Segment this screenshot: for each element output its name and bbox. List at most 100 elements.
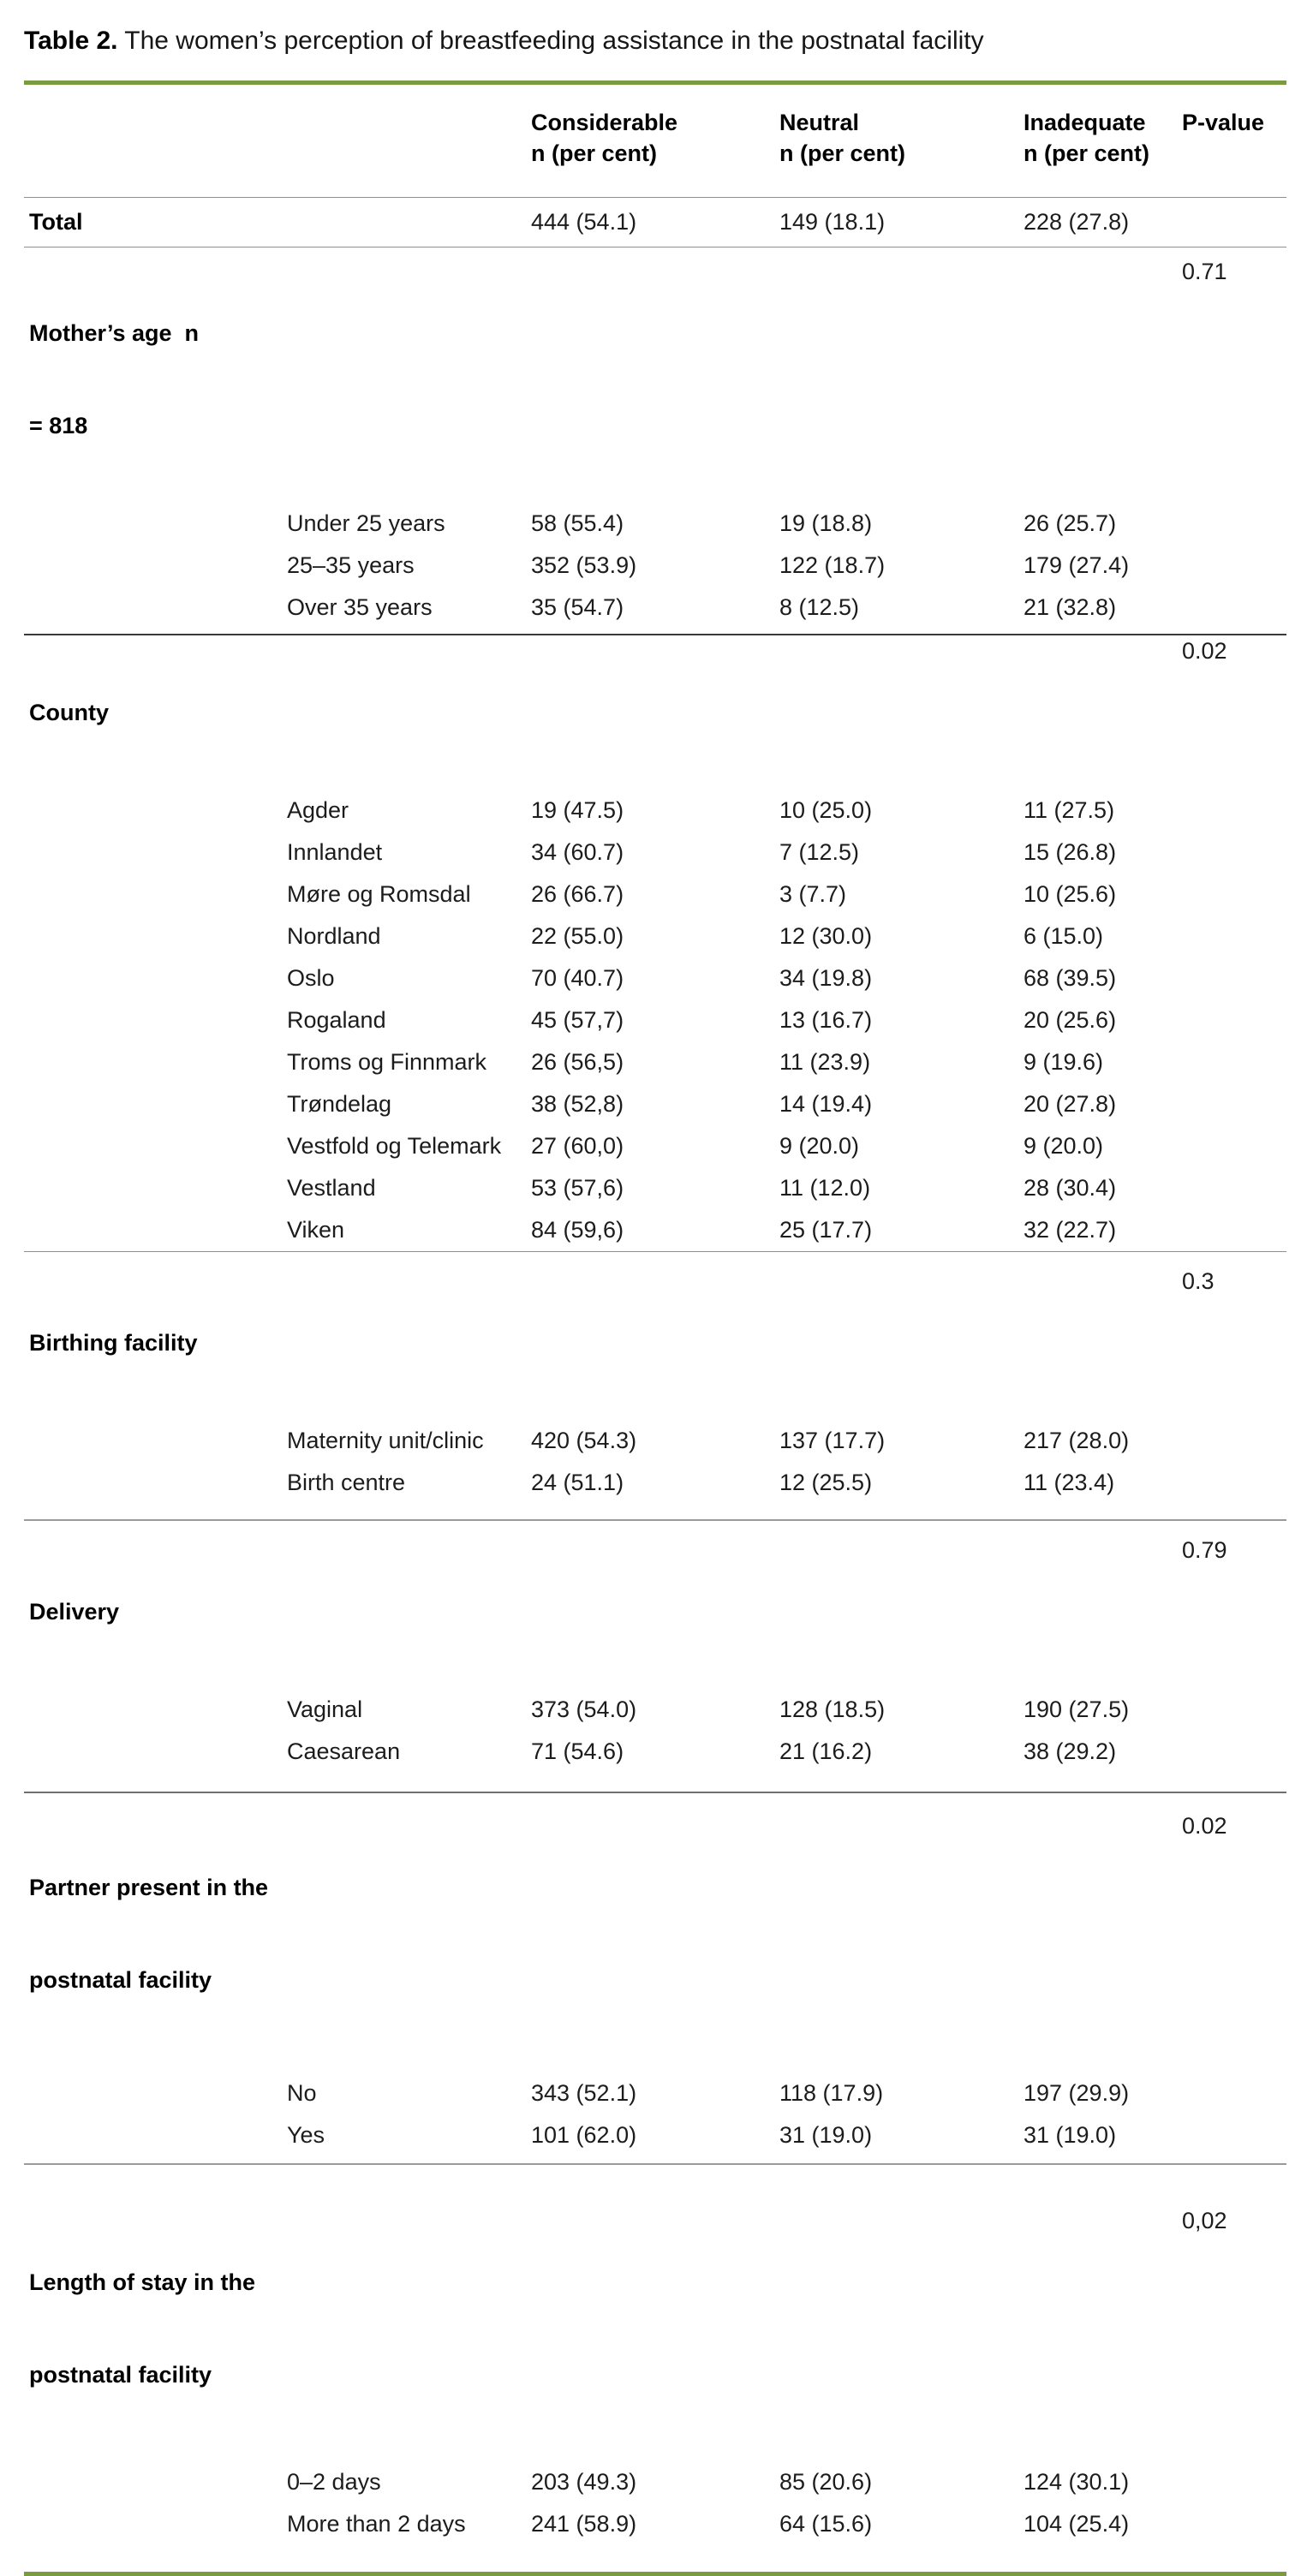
neutral-value: 8 (12.5) xyxy=(779,594,860,620)
row-label: Caesarean xyxy=(287,1738,401,1764)
table-row: Caesarean 71 (54.6) 21 (16.2) 38 (29.2) xyxy=(24,1731,1286,1773)
table-row: More than 2 days 241 (58.9) 64 (15.6) 10… xyxy=(24,2503,1286,2545)
p-value: 0,02 xyxy=(1182,2208,1227,2233)
neutral-value: 7 (12.5) xyxy=(779,839,860,865)
considerable-value: 58 (55.4) xyxy=(531,510,624,536)
row-label: More than 2 days xyxy=(287,2511,466,2537)
considerable-value: 241 (58.9) xyxy=(531,2511,637,2537)
p-value: 0.71 xyxy=(1182,259,1227,284)
considerable-value: 203 (49.3) xyxy=(531,2469,637,2495)
col-header-neutral: Neutral n (per cent) xyxy=(779,110,906,166)
row-label: Oslo xyxy=(287,965,335,991)
inadequate-value: 20 (27.8) xyxy=(1024,1091,1117,1117)
inadequate-value: 11 (23.4) xyxy=(1024,1470,1115,1495)
inadequate-value: 217 (28.0) xyxy=(1024,1428,1130,1453)
table-caption: The women’s perception of breastfeeding … xyxy=(117,27,984,55)
inadequate-value: 38 (29.2) xyxy=(1024,1738,1117,1764)
row-label: 25–35 years xyxy=(287,552,415,578)
table-row: 25–35 years 352 (53.9) 122 (18.7) 179 (2… xyxy=(24,545,1286,587)
neutral-value: 64 (15.6) xyxy=(779,2511,873,2537)
inadequate-value: 21 (32.8) xyxy=(1024,594,1117,620)
section-header-row: Birthing facility 0.3 xyxy=(24,1266,1286,1420)
row-label: 0–2 days xyxy=(287,2469,381,2495)
column-header-row: Considerable n (per cent) Neutral n (per… xyxy=(24,85,1286,197)
neutral-value: 12 (30.0) xyxy=(779,923,873,949)
inadequate-value: 68 (39.5) xyxy=(1024,965,1117,991)
table-row: Rogaland 45 (57,7) 13 (16.7) 20 (25.6) xyxy=(24,999,1286,1041)
row-label: Troms og Finnmark xyxy=(287,1049,487,1075)
neutral-value: 12 (25.5) xyxy=(779,1470,873,1495)
section-header-row: Delivery 0.79 xyxy=(24,1535,1286,1689)
row-label: Vaginal xyxy=(287,1696,363,1722)
section-partner-present: Partner present in the postnatal facilit… xyxy=(24,1793,1286,2163)
section-label: Partner present in the postnatal facilit… xyxy=(29,1875,269,1993)
considerable-value: 420 (54.3) xyxy=(531,1428,637,1453)
total-row: Total 444 (54.1) 149 (18.1) 228 (27.8) xyxy=(24,198,1286,247)
table-row: Troms og Finnmark 26 (56,5) 11 (23.9) 9 … xyxy=(24,1041,1286,1083)
table-row: Innlandet 34 (60.7) 7 (12.5) 15 (26.8) xyxy=(24,832,1286,874)
neutral-value: 3 (7.7) xyxy=(779,881,847,907)
inadequate-value: 20 (25.6) xyxy=(1024,1007,1117,1033)
inadequate-value: 179 (27.4) xyxy=(1024,552,1130,578)
row-label: Agder xyxy=(287,797,349,823)
considerable-value: 26 (66.7) xyxy=(531,881,624,907)
considerable-value: 24 (51.1) xyxy=(531,1470,624,1495)
col-header-considerable: Considerable n (per cent) xyxy=(531,110,678,166)
p-value: 0.3 xyxy=(1182,1268,1214,1294)
inadequate-value: 197 (29.9) xyxy=(1024,2080,1130,2106)
section-delivery: Delivery 0.79 Vaginal 373 (54.0) 128 (18… xyxy=(24,1521,1286,1792)
p-value: 0.79 xyxy=(1182,1537,1227,1563)
neutral-value: 85 (20.6) xyxy=(779,2469,873,2495)
considerable-value: 352 (53.9) xyxy=(531,552,637,578)
row-label: Yes xyxy=(287,2122,325,2148)
considerable-value: 45 (57,7) xyxy=(531,1007,624,1033)
table-row: Vestland 53 (57,6) 11 (12.0) 28 (30.4) xyxy=(24,1167,1286,1209)
table-row: Agder 19 (47.5) 10 (25.0) 11 (27.5) xyxy=(24,790,1286,832)
p-value: 0.02 xyxy=(1182,1813,1227,1839)
neutral-value: 21 (16.2) xyxy=(779,1738,873,1764)
table-row: Birth centre 24 (51.1) 12 (25.5) 11 (23.… xyxy=(24,1462,1286,1504)
considerable-value: 71 (54.6) xyxy=(531,1738,624,1764)
table-number: Table 2. xyxy=(24,27,118,55)
considerable-value: 101 (62.0) xyxy=(531,2122,637,2148)
table-row: 0–2 days 203 (49.3) 85 (20.6) 124 (30.1) xyxy=(24,2461,1286,2503)
considerable-value: 27 (60,0) xyxy=(531,1133,624,1159)
inadequate-value: 28 (30.4) xyxy=(1024,1175,1117,1201)
divider xyxy=(24,1251,1286,1252)
row-label: Rogaland xyxy=(287,1007,386,1033)
table-page: Table 2. The women’s perception of breas… xyxy=(0,24,1307,2576)
table-row: Møre og Romsdal 26 (66.7) 3 (7.7) 10 (25… xyxy=(24,874,1286,915)
neutral-value: 19 (18.8) xyxy=(779,510,873,536)
col-header-inadequate: Inadequate n (per cent) xyxy=(1024,110,1150,166)
neutral-value: 9 (20.0) xyxy=(779,1133,860,1159)
section-label: Mother’s age n = 818 xyxy=(29,320,200,438)
neutral-value: 10 (25.0) xyxy=(779,797,873,823)
inadequate-value: 6 (15.0) xyxy=(1024,923,1104,949)
row-label: Under 25 years xyxy=(287,510,445,536)
section-county: County 0.02 Agder 19 (47.5) 10 (25.0) 11… xyxy=(24,635,1286,1251)
inadequate-value: 9 (20.0) xyxy=(1024,1133,1104,1159)
inadequate-value: 190 (27.5) xyxy=(1024,1696,1130,1722)
considerable-value: 34 (60.7) xyxy=(531,839,624,865)
table-row: Vaginal 373 (54.0) 128 (18.5) 190 (27.5) xyxy=(24,1689,1286,1731)
table-title: Table 2. The women’s perception of breas… xyxy=(24,24,1286,58)
neutral-value: 11 (23.9) xyxy=(779,1049,871,1075)
neutral-value: 149 (18.1) xyxy=(779,209,886,235)
row-label: Birth centre xyxy=(287,1470,406,1495)
section-header-row: Partner present in the postnatal facilit… xyxy=(24,1810,1286,2057)
row-label: Vestland xyxy=(287,1175,376,1201)
p-value: 0.02 xyxy=(1182,638,1227,664)
inadequate-value: 15 (26.8) xyxy=(1024,839,1117,865)
considerable-value: 373 (54.0) xyxy=(531,1696,637,1722)
section-birthing-facility: Birthing facility 0.3 Maternity unit/cli… xyxy=(24,1252,1286,1519)
row-label: Total xyxy=(29,209,83,235)
considerable-value: 38 (52,8) xyxy=(531,1091,624,1117)
table-row: No 343 (52.1) 118 (17.9) 197 (29.9) xyxy=(24,2072,1286,2114)
bottom-green-rule xyxy=(24,2572,1286,2576)
section-label: Birthing facility xyxy=(29,1330,198,1356)
row-label: No xyxy=(287,2080,317,2106)
section-header-row: Mother’s age n = 818 0.71 xyxy=(24,256,1286,503)
neutral-value: 11 (12.0) xyxy=(779,1175,871,1201)
table-row: Yes 101 (62.0) 31 (19.0) 31 (19.0) xyxy=(24,2114,1286,2156)
neutral-value: 14 (19.4) xyxy=(779,1091,873,1117)
